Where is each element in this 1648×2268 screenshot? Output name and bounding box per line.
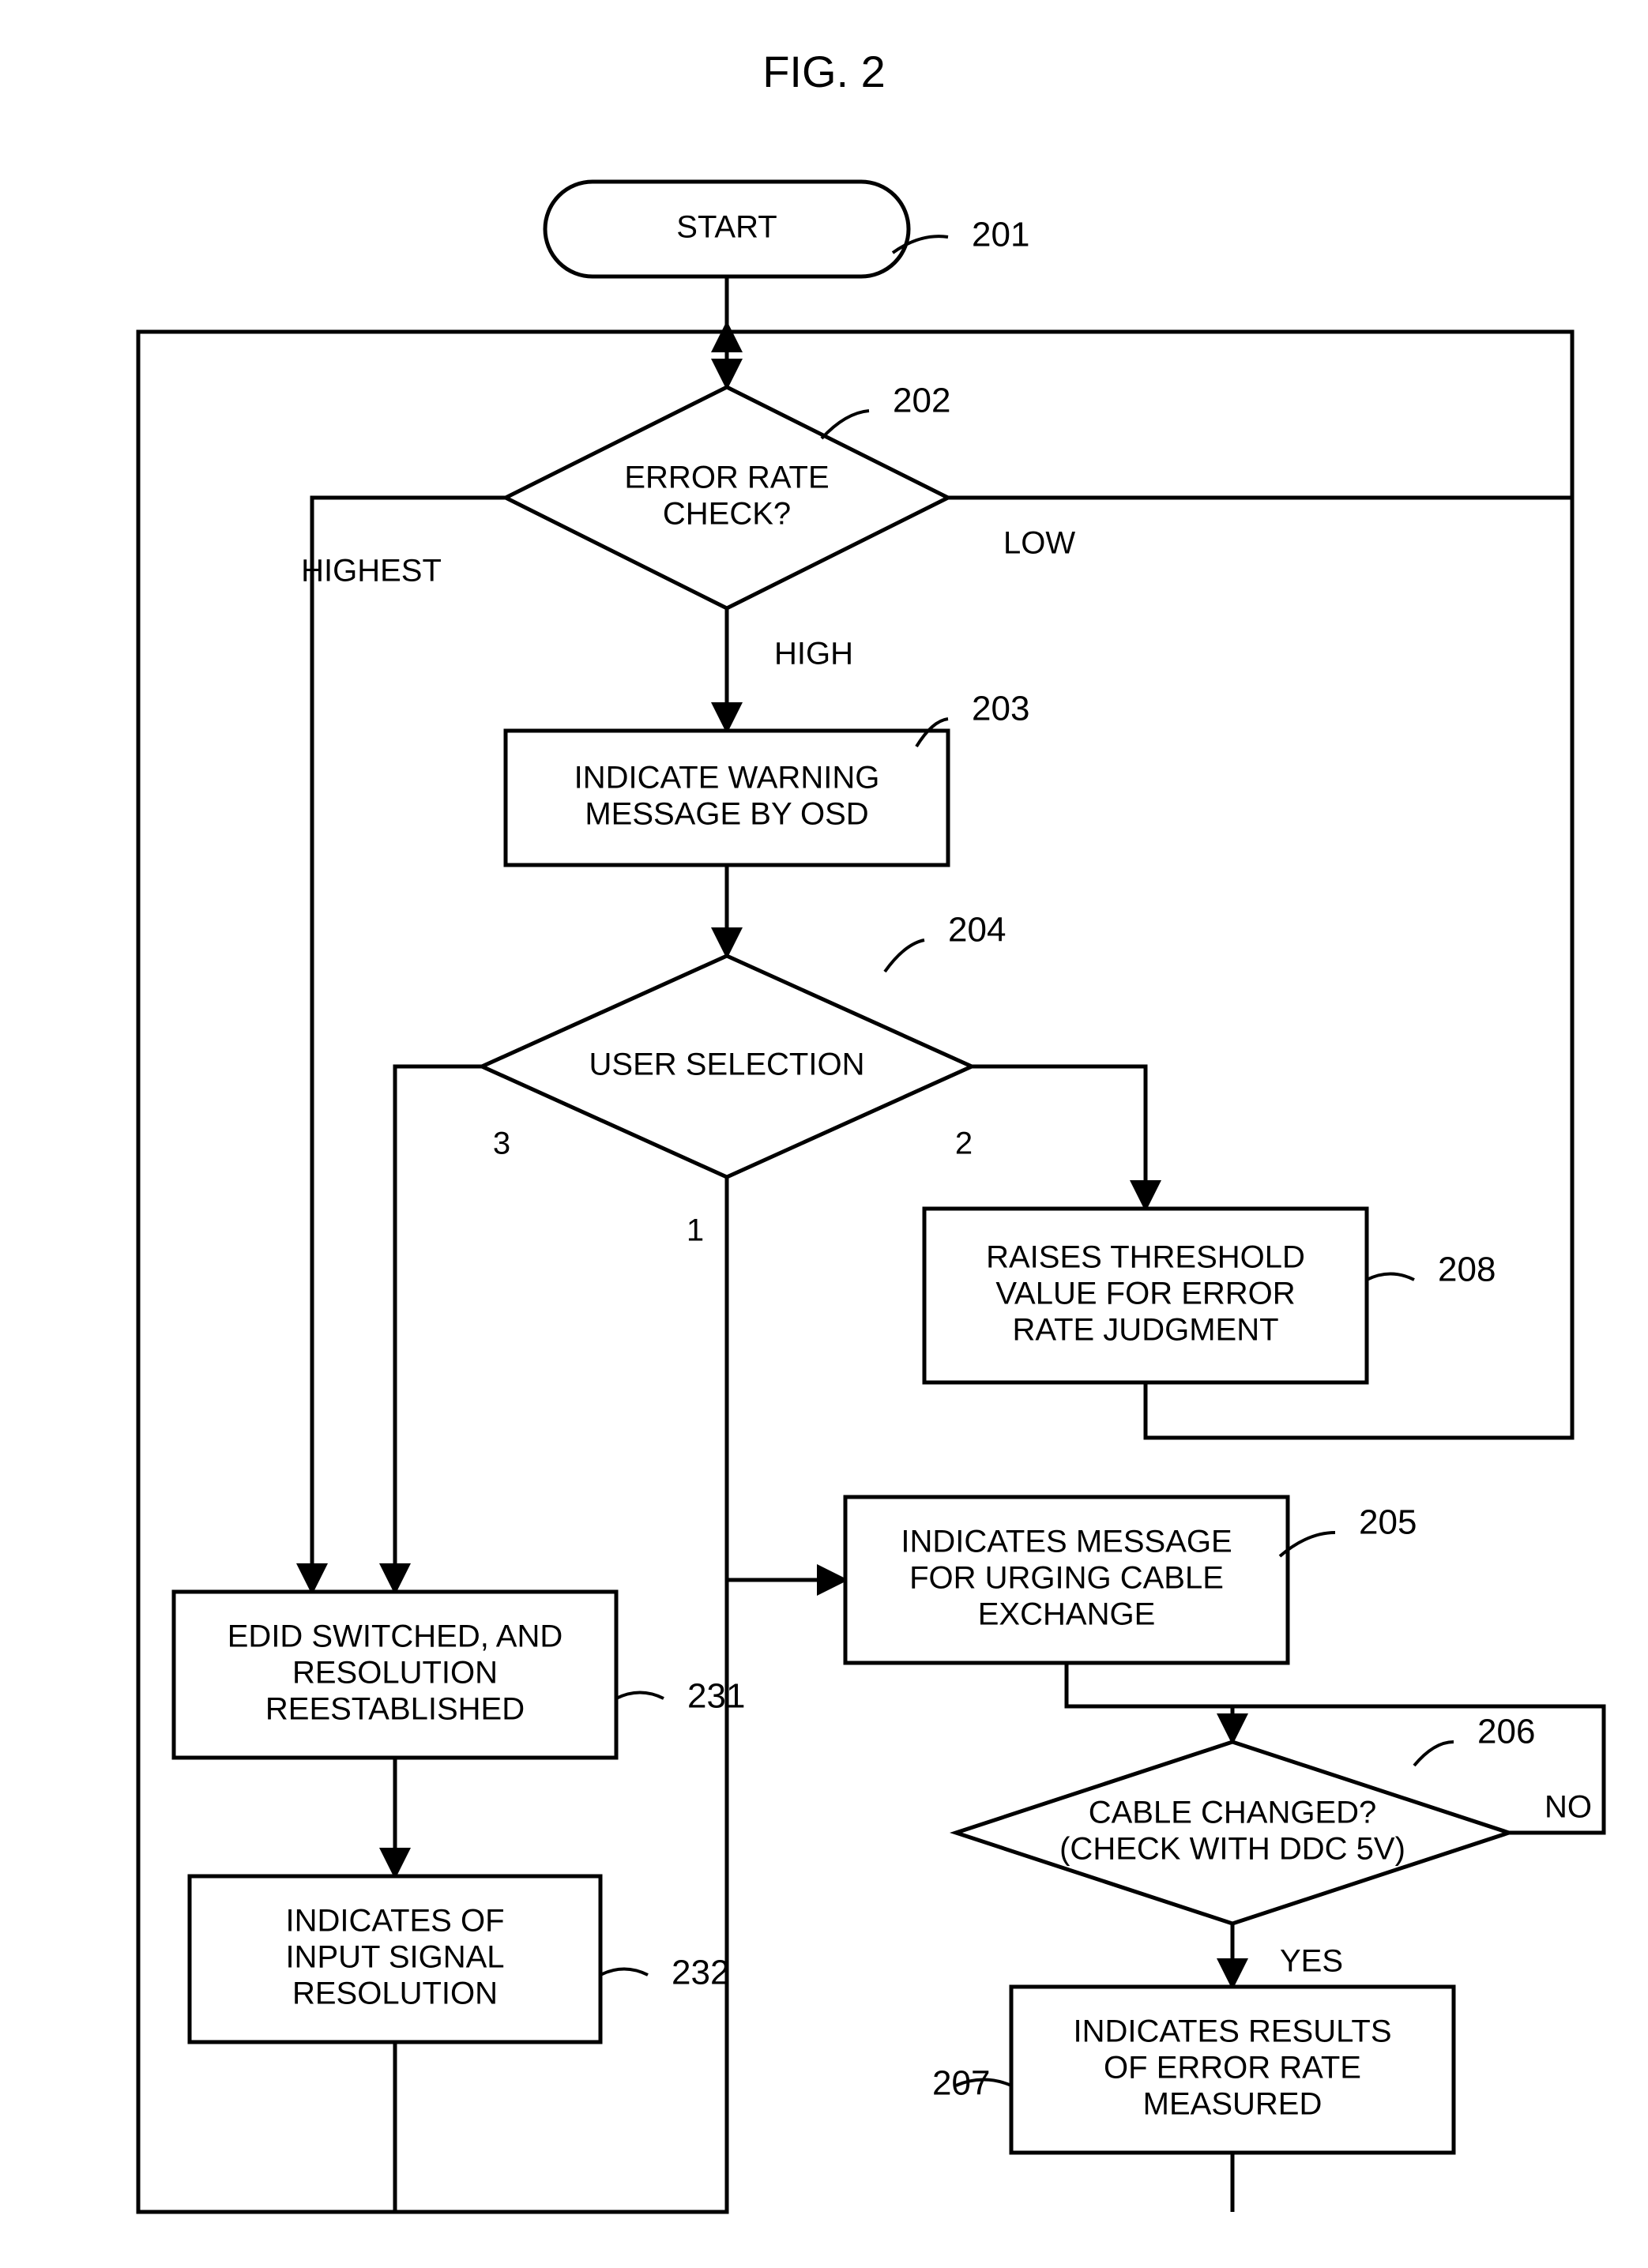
- reference-number: 204: [948, 911, 1006, 950]
- reference-number: 231: [687, 1677, 745, 1716]
- reference-leader: [1367, 1274, 1414, 1281]
- svg-text:CABLE CHANGED?: CABLE CHANGED?: [1089, 1796, 1377, 1830]
- svg-text:INDICATE WARNING: INDICATE WARNING: [574, 761, 880, 795]
- svg-text:REESTABLISHED: REESTABLISHED: [265, 1692, 525, 1727]
- svg-text:OF ERROR RATE: OF ERROR RATE: [1104, 2051, 1361, 2086]
- svg-text:(CHECK WITH DDC 5V): (CHECK WITH DDC 5V): [1059, 1832, 1405, 1867]
- reference-number: 202: [893, 382, 950, 420]
- edge-label: YES: [1280, 1944, 1343, 1979]
- figure-title: FIG. 2: [762, 47, 886, 96]
- edge-label: NO: [1545, 1790, 1592, 1825]
- reference-leader: [885, 940, 924, 972]
- edge-label: HIGH: [774, 637, 853, 671]
- svg-text:EDID SWITCHED, AND: EDID SWITCHED, AND: [228, 1619, 563, 1654]
- reference-leader: [600, 1969, 648, 1976]
- edge-label: 1: [687, 1213, 704, 1248]
- svg-text:INPUT SIGNAL: INPUT SIGNAL: [285, 1940, 504, 1975]
- svg-text:EXCHANGE: EXCHANGE: [978, 1597, 1156, 1632]
- reference-leader: [1414, 1742, 1454, 1766]
- reference-number: 232: [672, 1954, 729, 1992]
- edge-label: 2: [955, 1126, 973, 1161]
- flow-edge: [395, 1066, 482, 1592]
- svg-text:MESSAGE BY OSD: MESSAGE BY OSD: [585, 797, 868, 832]
- flow-edge: [972, 1066, 1146, 1209]
- reference-number: 205: [1359, 1503, 1417, 1542]
- svg-text:RESOLUTION: RESOLUTION: [292, 1977, 498, 2011]
- reference-number: 203: [972, 690, 1029, 728]
- svg-text:INDICATES RESULTS: INDICATES RESULTS: [1073, 2014, 1391, 2049]
- edge-label: LOW: [1003, 526, 1075, 561]
- reference-number: 201: [972, 216, 1029, 254]
- svg-text:START: START: [676, 210, 777, 245]
- flow-edge: [727, 1177, 845, 1580]
- svg-text:INDICATES MESSAGE: INDICATES MESSAGE: [901, 1525, 1232, 1559]
- flow-edge: [312, 498, 506, 1592]
- reference-leader: [616, 1693, 664, 1699]
- svg-text:VALUE FOR ERROR: VALUE FOR ERROR: [995, 1277, 1295, 1311]
- reference-number: 206: [1477, 1713, 1535, 1751]
- svg-text:CHECK?: CHECK?: [663, 497, 791, 532]
- svg-text:FOR URGING CABLE: FOR URGING CABLE: [909, 1561, 1224, 1596]
- svg-text:INDICATES OF: INDICATES OF: [285, 1904, 504, 1939]
- svg-text:RATE JUDGMENT: RATE JUDGMENT: [1012, 1313, 1278, 1348]
- svg-text:RESOLUTION: RESOLUTION: [292, 1656, 498, 1691]
- flow-edge: [1067, 1663, 1232, 1742]
- reference-leader: [822, 411, 869, 438]
- edge-label: 3: [493, 1126, 510, 1161]
- svg-text:RAISES THRESHOLD: RAISES THRESHOLD: [986, 1240, 1305, 1275]
- edge-label: HIGHEST: [301, 554, 442, 589]
- svg-text:MEASURED: MEASURED: [1143, 2087, 1323, 2122]
- svg-text:ERROR RATE: ERROR RATE: [624, 461, 829, 495]
- svg-text:USER SELECTION: USER SELECTION: [589, 1047, 865, 1082]
- reference-number: 208: [1438, 1251, 1496, 1289]
